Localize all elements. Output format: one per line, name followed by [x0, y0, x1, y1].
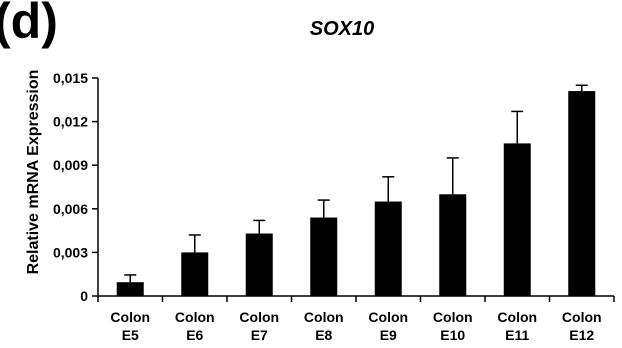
y-tick-label: 0 [80, 288, 88, 304]
y-tick-labels: 0 0,003 0,006 0,009 0,012 0,015 [53, 70, 88, 304]
bar [116, 282, 144, 296]
y-tick-label: 0,009 [53, 157, 88, 173]
bar [568, 91, 596, 296]
chart-title: SOX10 [310, 18, 374, 40]
y-tick-label: 0,015 [53, 70, 88, 86]
x-tick-label: Colon E8 [304, 309, 344, 343]
axes [92, 77, 615, 302]
y-tick-label: 0,012 [53, 114, 88, 130]
x-tick-label: Colon E12 [562, 309, 602, 343]
x-tick-label: Colon E5 [110, 309, 150, 343]
bar [374, 201, 402, 296]
bar [503, 143, 531, 296]
x-tick-label: Colon E11 [497, 309, 537, 343]
error-bars [124, 84, 588, 283]
x-tick-labels: Colon E5 Colon E6 Colon E7 Colon E8 Colon E9 Colon… [110, 309, 601, 343]
bars [116, 91, 596, 296]
bar [181, 252, 209, 296]
x-tick-label: Colon E7 [239, 309, 279, 343]
y-tick-label: 0,003 [53, 244, 88, 260]
x-tick-label: Colon E10 [433, 309, 473, 343]
x-tick-label: Colon E6 [175, 309, 215, 343]
y-axis-label: Relative mRNA Expression [25, 70, 42, 275]
panel-label: (d) [0, 0, 58, 49]
bar [245, 233, 273, 296]
bar [310, 217, 338, 296]
y-tick-label: 0,006 [53, 201, 88, 217]
x-tick-label: Colon E9 [368, 309, 408, 343]
bar [439, 194, 467, 296]
